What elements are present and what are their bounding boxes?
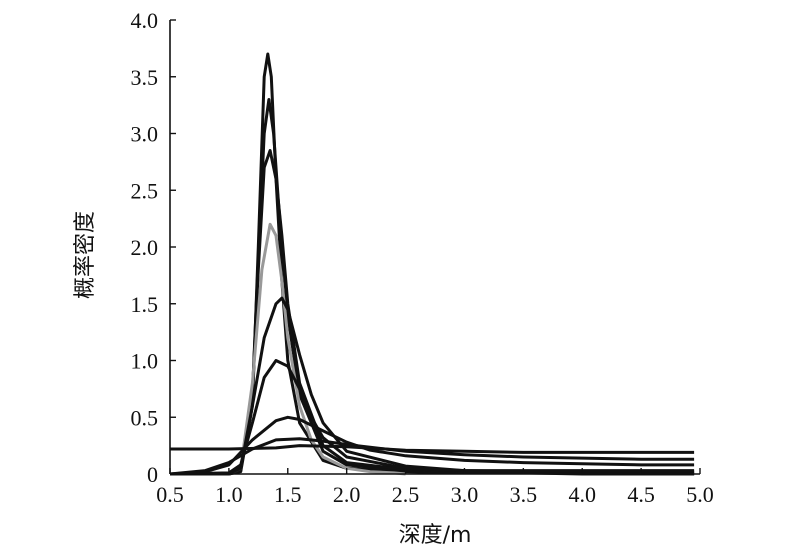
series-layer xyxy=(169,52,695,476)
x-tick-label-8: 4.5 xyxy=(627,482,655,507)
y-axis-title: 概率密度 xyxy=(73,211,98,299)
y-tick-label-3: 1.5 xyxy=(131,292,159,317)
x-tick-label-0: 0.5 xyxy=(156,482,184,507)
series-line-4 xyxy=(170,222,406,476)
series-line-8 xyxy=(169,437,695,476)
y-tick-label-1: 0.5 xyxy=(131,405,159,430)
x-tick-label-6: 3.5 xyxy=(510,482,538,507)
y-tick-label-8: 4.0 xyxy=(131,8,159,33)
x-tick-label-2: 1.5 xyxy=(274,482,302,507)
series-line-7 xyxy=(169,415,695,476)
x-tick-label-7: 4.0 xyxy=(568,482,596,507)
y-tick-label-6: 3.0 xyxy=(131,122,159,147)
x-tick-label-1: 1.0 xyxy=(215,482,243,507)
x-tick-label-4: 2.5 xyxy=(392,482,420,507)
series-line-9 xyxy=(170,444,695,454)
x-tick-label-5: 3.0 xyxy=(451,482,479,507)
x-tick-label-3: 2.0 xyxy=(333,482,361,507)
y-tick-label-4: 2.0 xyxy=(131,235,159,260)
series-line-6 xyxy=(169,359,695,476)
ticks-layer: 0.5 1.0 1.5 2.0 2.5 3.0 3.5 4.0 4.5 5.000.51.01.5… xyxy=(131,8,714,507)
x-axis-title: 深度/m xyxy=(399,523,472,548)
y-tick-label-5: 2.5 xyxy=(131,178,159,203)
y-tick-label-0: 0 xyxy=(147,462,158,487)
y-tick-label-2: 1.0 xyxy=(131,349,159,374)
x-tick-label-9: 5.0 xyxy=(686,482,714,507)
y-tick-label-7: 3.5 xyxy=(131,65,159,90)
